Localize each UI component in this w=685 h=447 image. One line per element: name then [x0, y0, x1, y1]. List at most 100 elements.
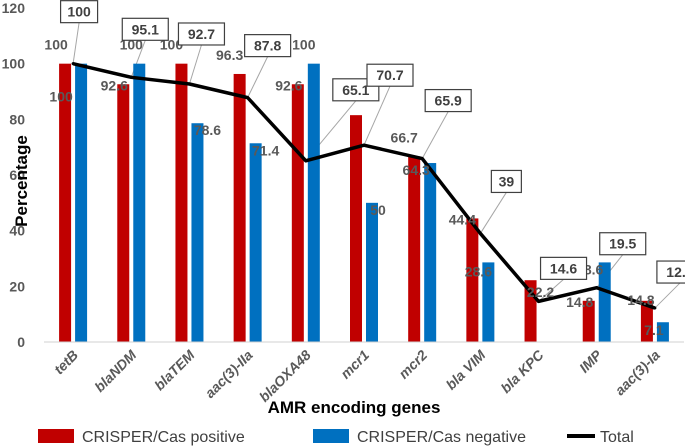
- leader-line: [421, 111, 449, 159]
- legend-label: Total: [600, 429, 634, 446]
- leader-line: [654, 282, 681, 309]
- x-axis-title: AMR encoding genes: [268, 398, 441, 417]
- total-point: [129, 75, 133, 79]
- leader-line: [363, 86, 391, 146]
- legend: CRISPER/Cas positive CRISPER/Cas negative…: [38, 429, 634, 446]
- y-tick-label: 20: [9, 278, 25, 294]
- leader-line: [72, 22, 80, 64]
- total-label-box: [121, 17, 169, 41]
- x-tick-label: bla VIM: [443, 347, 489, 393]
- x-tick-label: mcr1: [337, 347, 372, 382]
- total-label-box: [490, 169, 522, 194]
- bar-data-label: 22.2: [527, 284, 554, 300]
- x-tick-label: blaOXA48: [256, 347, 314, 405]
- bar-data-label: 92.6: [275, 77, 302, 93]
- total-data-label: 65.9: [435, 93, 462, 109]
- total-point: [362, 143, 366, 147]
- leader-line: [479, 192, 507, 234]
- bar-data-label: 64.3: [403, 162, 430, 178]
- total-point: [246, 96, 250, 100]
- legend-label: CRISPER/Cas positive: [82, 429, 245, 446]
- total-point: [304, 159, 308, 163]
- x-tick-label: blaNDM: [91, 347, 139, 395]
- bar: [59, 63, 72, 343]
- x-tick-label: blaTEM: [151, 347, 198, 394]
- total-data-label: 87.8: [254, 38, 281, 54]
- x-tick-label: aac(3)-Ia: [612, 347, 664, 399]
- total-label-box: [599, 232, 647, 256]
- bar: [133, 63, 146, 343]
- bar: [175, 63, 188, 343]
- total-point: [478, 231, 482, 235]
- leader-line: [188, 44, 202, 85]
- bar: [75, 63, 88, 343]
- bar-data-label: 96.3: [216, 47, 243, 63]
- y-tick-label: 120: [2, 0, 26, 16]
- bar: [582, 300, 595, 342]
- total-data-label: 100: [67, 4, 91, 20]
- legend-swatch: [38, 429, 74, 443]
- bar-data-label: 66.7: [391, 129, 418, 145]
- total-label-box: [177, 22, 226, 46]
- total-point: [71, 62, 75, 66]
- x-tick-label: mcr2: [395, 347, 430, 382]
- total-label-box: [244, 34, 292, 58]
- bar-data-label: 14.8: [566, 294, 593, 310]
- bar: [291, 84, 304, 342]
- y-tick-label: 0: [17, 334, 25, 350]
- bar-data-label: 50: [370, 202, 386, 218]
- legend-label: CRISPER/Cas negative: [357, 429, 526, 446]
- total-label-box: [539, 256, 588, 280]
- bar: [366, 202, 378, 342]
- bar-data-label: 28.6: [465, 263, 492, 279]
- y-tick-label: 100: [2, 56, 26, 72]
- total-data-label: 39: [499, 173, 515, 189]
- x-tick-label: bla KPC: [497, 346, 547, 396]
- total-label-box: [656, 260, 685, 284]
- bar: [408, 156, 421, 342]
- total-point: [595, 286, 599, 290]
- x-tick-label: tetB: [51, 347, 82, 378]
- y-tick-label: 60: [9, 167, 25, 183]
- bar-data-label: 44.4: [449, 211, 476, 227]
- total-point: [537, 299, 541, 303]
- leader-line: [247, 56, 269, 98]
- x-tick-label: IMP: [576, 346, 605, 375]
- bar: [466, 218, 479, 342]
- total-label-box: [424, 88, 472, 113]
- bar-data-label: 7.1: [644, 322, 664, 338]
- total-data-label: 19.5: [609, 236, 636, 252]
- bar: [656, 322, 669, 342]
- total-label-box: [59, 0, 99, 24]
- total-data-label: 95.1: [132, 21, 159, 37]
- bar-data-label: 14.8: [627, 292, 654, 308]
- bar: [233, 73, 246, 342]
- total-point: [653, 306, 657, 310]
- total-data-label: 70.7: [376, 67, 403, 83]
- total-data-label: 65.1: [342, 82, 369, 98]
- bar: [640, 300, 653, 342]
- y-tick-label: 80: [9, 111, 25, 127]
- total-point: [187, 82, 191, 86]
- bar: [191, 123, 204, 342]
- total-label-box: [366, 63, 414, 87]
- bar-data-label: 100: [44, 37, 68, 53]
- y-tick-label: 40: [9, 223, 25, 239]
- total-data-label: 12.2: [666, 264, 685, 280]
- x-tick-label: aac(3)-IIa: [202, 347, 256, 401]
- bar-data-label: 100: [49, 89, 73, 105]
- legend-swatch: [313, 429, 349, 443]
- bar: [117, 84, 130, 342]
- leader-line: [538, 278, 564, 302]
- bar: [424, 163, 437, 342]
- bar: [249, 143, 262, 342]
- bar-data-label: 92.6: [101, 77, 128, 93]
- total-data-label: 14.6: [550, 260, 577, 276]
- bar-data-label: 78.6: [194, 122, 221, 138]
- bar: [598, 262, 611, 342]
- bar-data-label: 100: [292, 37, 316, 53]
- total-point: [420, 157, 424, 161]
- bar: [307, 63, 320, 343]
